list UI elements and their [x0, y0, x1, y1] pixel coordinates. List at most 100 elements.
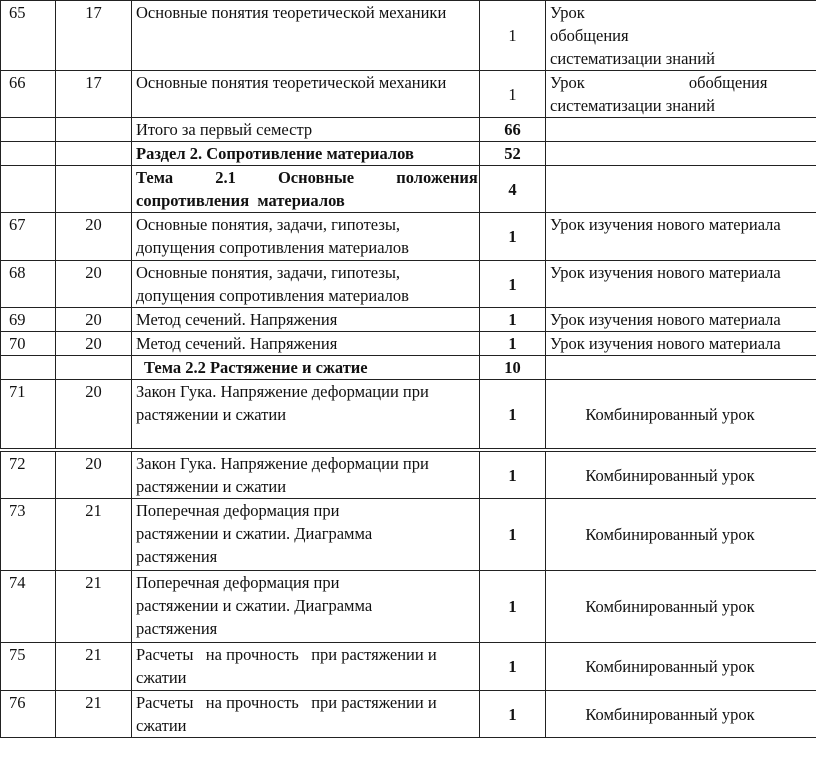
lesson-number: 75 — [0, 642, 56, 691]
hours: 1 — [479, 642, 546, 691]
lesson-type: Комбинированный урок — [545, 498, 816, 571]
week-number: 20 — [55, 212, 132, 261]
week-number — [55, 141, 132, 166]
lesson-topic: Основные понятия, задачи, гипотезы, допу… — [131, 260, 480, 308]
table-row: 73 21 Поперечная деформация при растяжен… — [0, 498, 816, 571]
lesson-number — [0, 165, 56, 213]
lesson-type: Комбинированный урок — [545, 642, 816, 691]
week-number: 21 — [55, 690, 132, 738]
hours: 1 — [479, 0, 546, 71]
lesson-type: Урок обобщения систематизации знаний — [545, 70, 816, 118]
table-row: Итого за первый семестр 66 — [0, 117, 816, 142]
lesson-number: 68 — [0, 260, 56, 308]
lesson-topic: Основные понятия, задачи, гипотезы, допу… — [131, 212, 480, 261]
lesson-number: 67 — [0, 212, 56, 261]
hours: 1 — [479, 70, 546, 118]
hours: 1 — [479, 451, 546, 499]
lesson-number — [0, 117, 56, 142]
lesson-number: 73 — [0, 498, 56, 571]
table-row: Раздел 2. Сопротивление материалов 52 — [0, 141, 816, 166]
topic-title: Тема 2.2 Растяжение и сжатие — [131, 355, 480, 380]
week-number: 20 — [55, 451, 132, 499]
lesson-plan-table-continued: 72 20 Закон Гука. Напряжение деформации … — [0, 451, 816, 738]
lesson-number: 71 — [0, 379, 56, 449]
lesson-number: 76 — [0, 690, 56, 738]
table-row: 70 20 Метод сечений. Напряжения 1 Урок и… — [0, 331, 816, 356]
lesson-topic: Расчеты на прочность при растяжении и сж… — [131, 690, 480, 738]
lesson-topic: Метод сечений. Напряжения — [131, 331, 480, 356]
lesson-topic: Закон Гука. Напряжение деформации при ра… — [131, 451, 480, 499]
lesson-number — [0, 355, 56, 380]
lesson-topic: Закон Гука. Напряжение деформации при ра… — [131, 379, 480, 449]
hours: 4 — [479, 165, 546, 213]
hours: 52 — [479, 141, 546, 166]
table-row: 66 17 Основные понятия теоретической мех… — [0, 70, 816, 118]
hours: 1 — [479, 331, 546, 356]
lesson-type — [545, 165, 816, 213]
table-row: 72 20 Закон Гука. Напряжение деформации … — [0, 451, 816, 499]
table-row: Тема 2.1 Основные положения сопротивления… — [0, 165, 816, 213]
week-number: 17 — [55, 70, 132, 118]
lesson-type — [545, 355, 816, 380]
lesson-topic: Основные понятия теоретической механики — [131, 0, 480, 71]
week-number: 20 — [55, 379, 132, 449]
lesson-type-line: Урок обобщения — [550, 3, 629, 45]
lesson-type — [545, 117, 816, 142]
lesson-type: Урок обобщения систематизации знаний — [545, 0, 816, 71]
week-number: 20 — [55, 260, 132, 308]
lesson-type: Урок изучения нового материала — [545, 307, 816, 332]
lesson-number: 70 — [0, 331, 56, 356]
lesson-topic: Основные понятия теоретической механики — [131, 70, 480, 118]
lesson-type: Урок изучения нового материала — [545, 212, 816, 261]
week-number: 21 — [55, 498, 132, 571]
lesson-type: Урок изучения нового материала — [545, 260, 816, 308]
lesson-number — [0, 141, 56, 166]
table-row: 75 21 Расчеты на прочность при растяжени… — [0, 642, 816, 691]
topic-title-line: сопротивления материалов — [136, 191, 345, 210]
week-number — [55, 165, 132, 213]
week-number: 20 — [55, 307, 132, 332]
lesson-number: 72 — [0, 451, 56, 499]
table-row: 65 17 Основные понятия теоретической мех… — [0, 0, 816, 71]
hours: 1 — [479, 260, 546, 308]
table-row: 76 21 Расчеты на прочность при растяжени… — [0, 690, 816, 738]
lesson-type: Комбинированный урок — [545, 570, 816, 643]
lesson-plan-table: 65 17 Основные понятия теоретической мех… — [0, 0, 816, 449]
table-row: 69 20 Метод сечений. Напряжения 1 Урок и… — [0, 307, 816, 332]
lesson-number: 65 — [0, 0, 56, 71]
week-number — [55, 117, 132, 142]
week-number: 21 — [55, 642, 132, 691]
lesson-number: 74 — [0, 570, 56, 643]
hours: 10 — [479, 355, 546, 380]
week-number: 17 — [55, 0, 132, 71]
lesson-topic: Поперечная деформация при растяжении и с… — [131, 498, 480, 571]
lesson-number: 69 — [0, 307, 56, 332]
hours: 1 — [479, 307, 546, 332]
hours: 1 — [479, 498, 546, 571]
week-number: 20 — [55, 331, 132, 356]
lesson-type-line: Урок обобщения — [550, 73, 768, 92]
lesson-type: Комбинированный урок — [545, 690, 816, 738]
hours: 1 — [479, 379, 546, 449]
lesson-type: Урок изучения нового материала — [545, 331, 816, 356]
hours: 1 — [479, 690, 546, 738]
lesson-type: Комбинированный урок — [545, 451, 816, 499]
lesson-type: Комбинированный урок — [545, 379, 816, 449]
lesson-topic: Поперечная деформация при растяжении и с… — [131, 570, 480, 643]
hours: 1 — [479, 570, 546, 643]
table-row: 68 20 Основные понятия, задачи, гипотезы… — [0, 260, 816, 308]
semester-total-label: Итого за первый семестр — [131, 117, 480, 142]
lesson-type-line: систематизации знаний — [550, 96, 715, 115]
section-title: Раздел 2. Сопротивление материалов — [131, 141, 480, 166]
hours: 1 — [479, 212, 546, 261]
week-number: 21 — [55, 570, 132, 643]
lesson-topic: Расчеты на прочность при растяжении и сж… — [131, 642, 480, 691]
lesson-type-line: систематизации знаний — [550, 49, 715, 68]
table-row: 74 21 Поперечная деформация при растяжен… — [0, 570, 816, 643]
lesson-number: 66 — [0, 70, 56, 118]
week-number — [55, 355, 132, 380]
hours: 66 — [479, 117, 546, 142]
lesson-type — [545, 141, 816, 166]
lesson-topic: Метод сечений. Напряжения — [131, 307, 480, 332]
topic-title-line: Тема 2.1 Основные положения — [136, 168, 478, 187]
